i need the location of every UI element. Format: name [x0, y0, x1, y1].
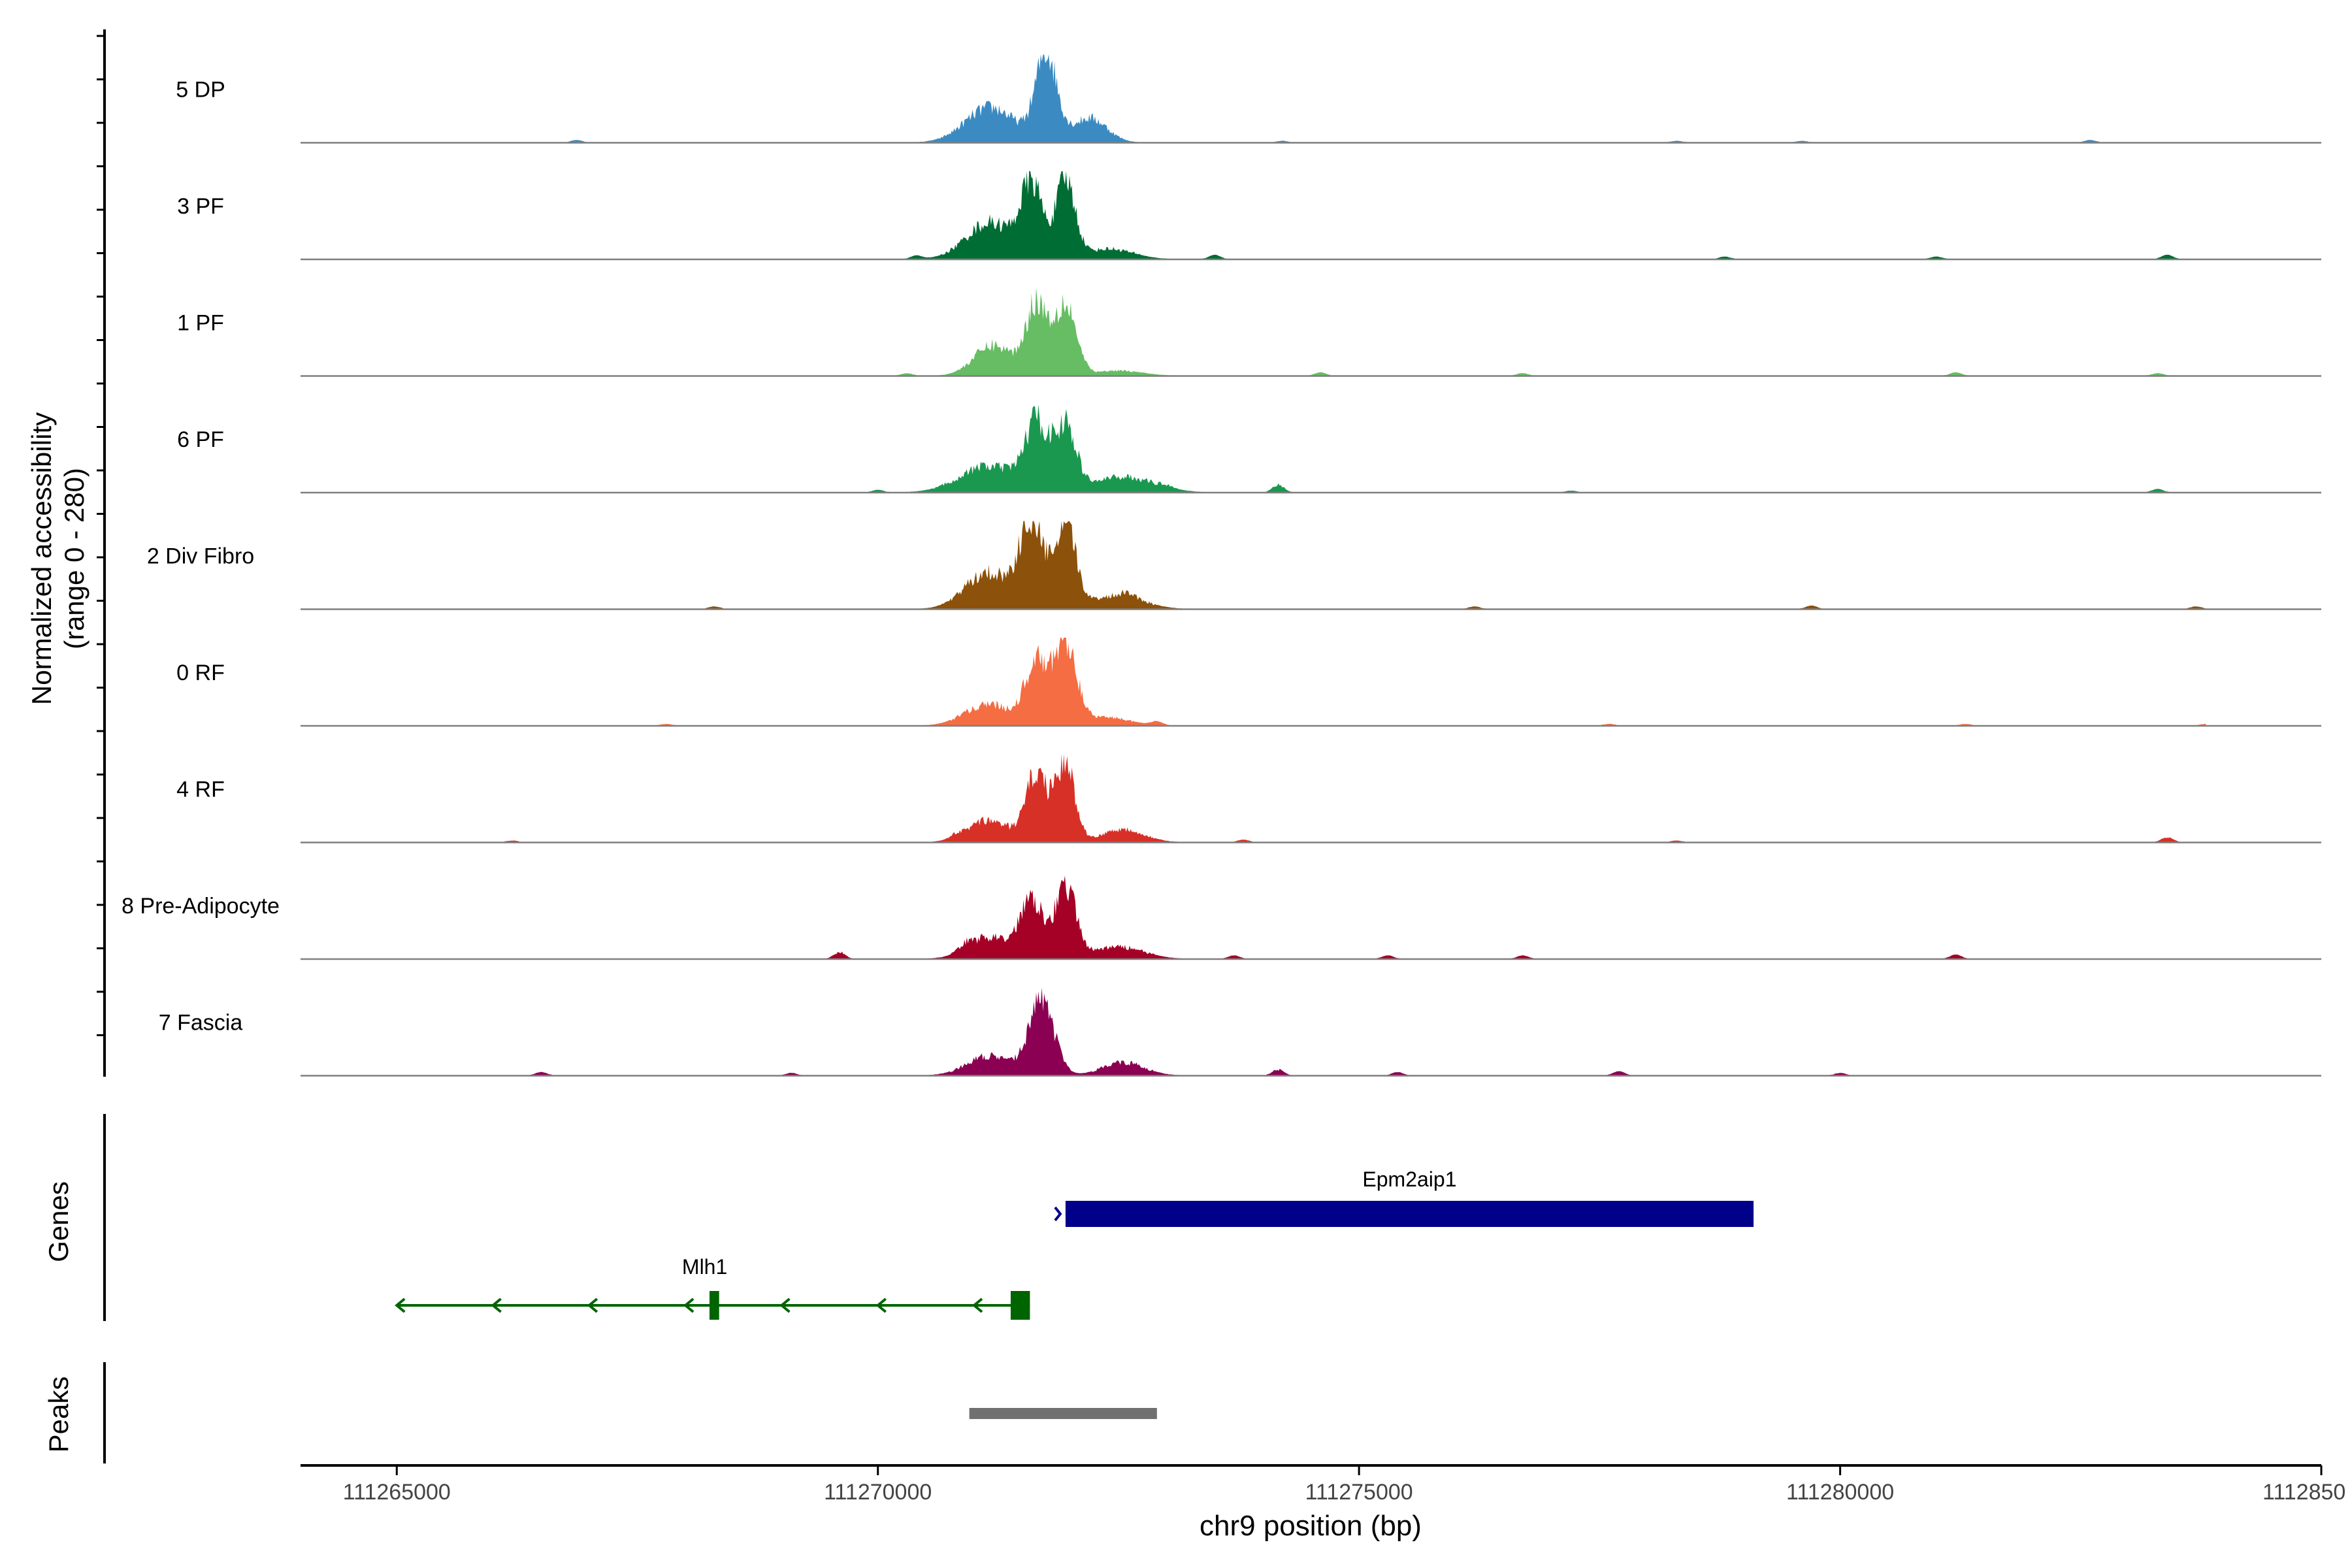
track-label: 3 PF — [177, 194, 224, 219]
strand-arrow — [779, 1298, 791, 1313]
peaks-track — [969, 1408, 1157, 1419]
x-tick-label: 111265000 — [343, 1480, 451, 1505]
track-1-pf — [301, 287, 2321, 377]
track-4-rf — [301, 754, 2321, 843]
coverage-area — [301, 638, 2206, 726]
y-axis-title-line1: Normalized accessibility — [26, 412, 57, 705]
x-tick-label: 111275000 — [1305, 1480, 1413, 1505]
coverage-area — [301, 754, 2206, 843]
track-label: 8 Pre-Adipocyte — [122, 894, 280, 919]
strand-arrow — [972, 1298, 983, 1313]
track-3-pf — [301, 171, 2321, 261]
genes-panel-title: Genes — [43, 1181, 74, 1262]
track-label: 0 RF — [176, 661, 225, 685]
coverage-area — [301, 171, 2206, 259]
track-7-fascia — [301, 987, 2321, 1077]
track-0-rf — [301, 638, 2321, 727]
track-labels: 5 DP 3 PF 1 PF 6 PF 2 Div Fibro 0 RF 4 RF 8 Pre… — [122, 78, 280, 1036]
track-5-dp — [301, 54, 2321, 144]
strand-arrow — [395, 1298, 406, 1313]
strand-arrow — [683, 1298, 694, 1313]
strand-arrow — [491, 1298, 502, 1313]
gene-label: Mlh1 — [682, 1255, 727, 1279]
track-6-pf — [301, 404, 2321, 494]
gene-exon — [1065, 1201, 1754, 1227]
strand-arrow — [1054, 1206, 1062, 1222]
track-8-pre-adipocyte — [301, 875, 2321, 960]
y-axis-title-line2: (range 0 - 280) — [59, 468, 90, 649]
gene-annotation-track: Epm2aip1 Mlh1 — [395, 1168, 1754, 1320]
coverage-area — [301, 987, 2206, 1076]
track-label: 1 PF — [177, 311, 224, 336]
gene-label: Epm2aip1 — [1362, 1168, 1456, 1191]
gene-mlh1: Mlh1 — [395, 1255, 1030, 1320]
track-2-div-fibro — [301, 521, 2321, 610]
gene-epm2aip1: Epm2aip1 — [1054, 1168, 1754, 1227]
peak-region — [969, 1408, 1157, 1419]
coverage-area — [301, 54, 2206, 143]
coverage-area — [301, 875, 2206, 959]
x-axis: 111265000 111270000 111275000 111280000 1112… — [97, 29, 2345, 1505]
coverage-area — [301, 287, 2206, 376]
coverage-area — [301, 404, 2206, 493]
peaks-panel-title: Peaks — [43, 1377, 74, 1453]
x-tick-label: 1112850 — [2262, 1480, 2345, 1505]
coverage-tracks — [301, 54, 2321, 1077]
track-label: 2 Div Fibro — [147, 544, 254, 569]
track-label: 6 PF — [177, 427, 224, 452]
track-label: 5 DP — [176, 78, 225, 103]
coverage-area — [301, 521, 2206, 610]
x-tick-label: 111280000 — [1786, 1480, 1894, 1505]
x-axis-title: chr9 position (bp) — [1200, 1510, 1422, 1542]
track-label: 4 RF — [176, 777, 225, 802]
gene-exon — [709, 1291, 719, 1320]
track-label: 7 Fascia — [159, 1011, 243, 1036]
strand-arrow — [587, 1298, 598, 1313]
strand-arrow — [875, 1298, 887, 1313]
gene-exon — [1010, 1291, 1030, 1320]
x-tick-label: 111270000 — [824, 1480, 932, 1505]
